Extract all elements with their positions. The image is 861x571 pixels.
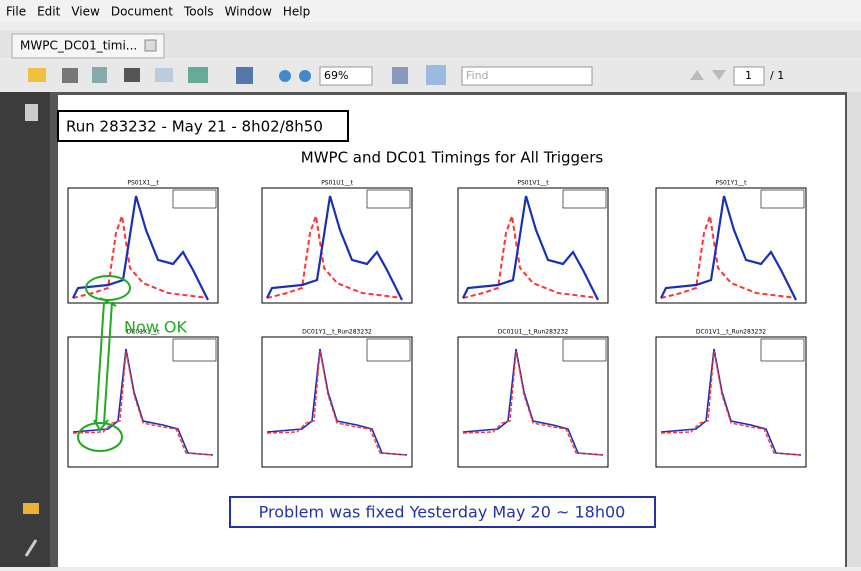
plot-title: DC01Y1__t_Run283232 [302,329,372,336]
plot-title: DC01X1__t [127,329,160,336]
find-box[interactable] [461,66,593,86]
comments-icon[interactable] [23,503,39,514]
find-placeholder: Find [466,69,489,82]
plot-title: PS01V1__t [517,180,549,187]
plot-title: DC01U1__t_Run283232 [498,329,569,336]
zoom-value: 69% [324,69,348,82]
save-icon[interactable] [92,67,107,83]
toolbar-icons [28,65,765,86]
annotate-icon[interactable] [188,67,208,83]
sidebar [0,92,50,567]
page-total: / 1 [770,69,784,82]
annotation-text: Now OK [124,318,188,337]
menu-item[interactable]: Window [225,5,273,19]
open-icon[interactable] [28,68,46,82]
histogram-bottom [457,336,609,468]
page-number: 1 [745,69,752,82]
zoom-out[interactable] [279,70,291,82]
menu-item[interactable]: Edit [37,5,61,19]
mail-icon[interactable] [155,68,173,82]
tab[interactable] [11,33,165,59]
plot-title: PS01U1__t [321,180,353,187]
run-label-box [57,110,349,142]
find-icon[interactable] [124,68,140,82]
print-icon[interactable] [62,68,78,83]
menu-item[interactable]: Tools [183,5,214,19]
scrollbar[interactable] [847,92,861,567]
next-page[interactable] [712,70,726,80]
histogram-top [260,186,414,305]
menu-item[interactable]: View [71,5,100,19]
zoom-box[interactable] [319,66,373,86]
fit-page[interactable] [426,65,446,85]
plot-title: PS01Y1__t [716,180,748,187]
plot-title: DC01V1__t_Run283232 [696,329,766,336]
pages-icon[interactable] [25,104,38,121]
zoom-in[interactable] [299,70,311,82]
histogram-bottom [655,336,807,468]
page-box[interactable] [733,66,765,86]
fit-width[interactable] [392,67,408,84]
plots: PS01X1__t PS01U1__t PS01V1__t PS01Y1__t DC01… [66,180,808,468]
histogram-bottom [67,336,219,468]
histogram-bottom [261,336,413,468]
histogram-top [654,186,808,305]
tab-title: MWPC_DC01_timi... [20,39,137,53]
footer-box [229,496,656,528]
annotation [77,275,131,452]
histogram-top [456,186,610,305]
menu-item[interactable]: Help [283,5,310,19]
tab-close[interactable] [144,39,157,52]
prev-page[interactable] [690,70,704,80]
plot-title: PS01X1__t [127,180,159,187]
menu: File Edit View Document Tools Window Help [6,5,310,19]
menu-item[interactable]: File [6,5,26,19]
menu-bar [0,0,861,22]
footer-note: Problem was fixed Yesterday May 20 ~ 18h… [259,503,626,522]
highlight-ellipse [77,422,123,452]
highlight-ellipse [85,275,131,301]
double-arrow [93,297,117,432]
run-label: Run 283232 - May 21 - 8h02/8h50 [66,118,323,136]
document-title: MWPC and DC01 Timings for All Triggers [301,149,604,167]
attachments-icon[interactable] [24,539,38,557]
page [58,95,845,567]
menu-item[interactable]: Document [111,5,173,19]
select-icon[interactable] [236,67,253,84]
histogram-top [66,186,220,305]
